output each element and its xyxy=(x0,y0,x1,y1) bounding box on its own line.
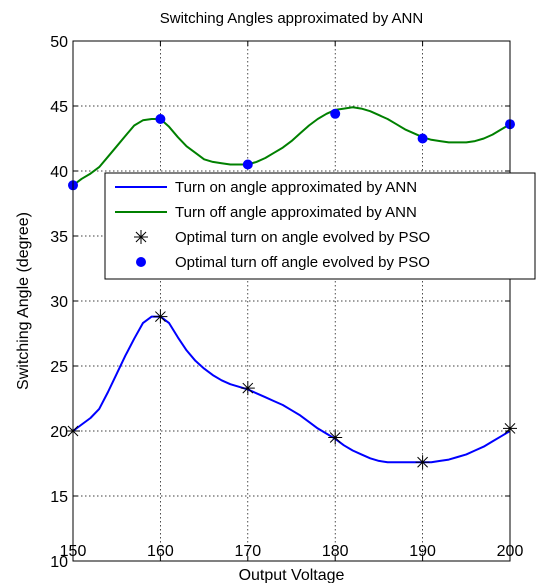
legend-swatch xyxy=(134,230,148,244)
x-tick-label: 190 xyxy=(409,543,436,560)
pso-turn-on-marker xyxy=(415,455,430,470)
chart-title: Switching Angles approximated by ANN xyxy=(160,10,423,27)
legend-label: Turn on angle approximated by ANN xyxy=(175,179,417,196)
pso-turn-off-marker xyxy=(155,114,166,124)
x-tick-label: 160 xyxy=(147,543,174,560)
y-tick-label: 20 xyxy=(50,424,68,441)
y-tick-label: 10 xyxy=(50,554,68,571)
y-tick-label: 30 xyxy=(50,294,68,311)
pso-turn-on-marker xyxy=(240,381,255,396)
y-tick-label: 45 xyxy=(50,99,68,116)
x-tick-label: 180 xyxy=(322,543,349,560)
y-tick-label: 35 xyxy=(50,229,68,246)
y-tick-label: 15 xyxy=(50,489,68,506)
pso-turn-on-marker xyxy=(328,430,343,445)
pso-turn-on-marker xyxy=(153,309,168,324)
pso-turn-off-marker xyxy=(330,108,341,119)
y-tick-label: 25 xyxy=(50,359,68,376)
axis-ticks: 150 160 170 180 190 200 10 15 20 25 30 35 40 45 50 xyxy=(50,34,523,571)
x-tick-label: 170 xyxy=(234,543,261,560)
legend-label: Turn off angle approximated by ANN xyxy=(175,204,417,221)
y-tick-label: 40 xyxy=(50,164,68,181)
legend: Turn on angle approximated by ANN Turn of… xyxy=(104,172,536,280)
x-axis-label: Output Voltage xyxy=(239,567,345,583)
x-tick-label: 200 xyxy=(497,543,524,560)
legend-label: Optimal turn on angle evolved by PSO xyxy=(175,229,430,246)
legend-box xyxy=(104,172,536,280)
pso-turn-off-marker xyxy=(417,133,428,144)
legend-label: Optimal turn off angle evolved by PSO xyxy=(175,254,430,271)
series-line-turn-off xyxy=(72,106,511,187)
pso-turn-off-marker xyxy=(242,159,253,170)
y-tick-label: 50 xyxy=(50,34,68,51)
legend-swatch xyxy=(136,257,146,267)
y-axis-label: Switching Angle (degree) xyxy=(15,212,32,390)
series-line-turn-on xyxy=(72,315,511,464)
series-layer xyxy=(66,106,517,470)
grid xyxy=(73,41,510,561)
axes-box xyxy=(72,40,511,562)
x-tick-label: 150 xyxy=(60,543,87,560)
